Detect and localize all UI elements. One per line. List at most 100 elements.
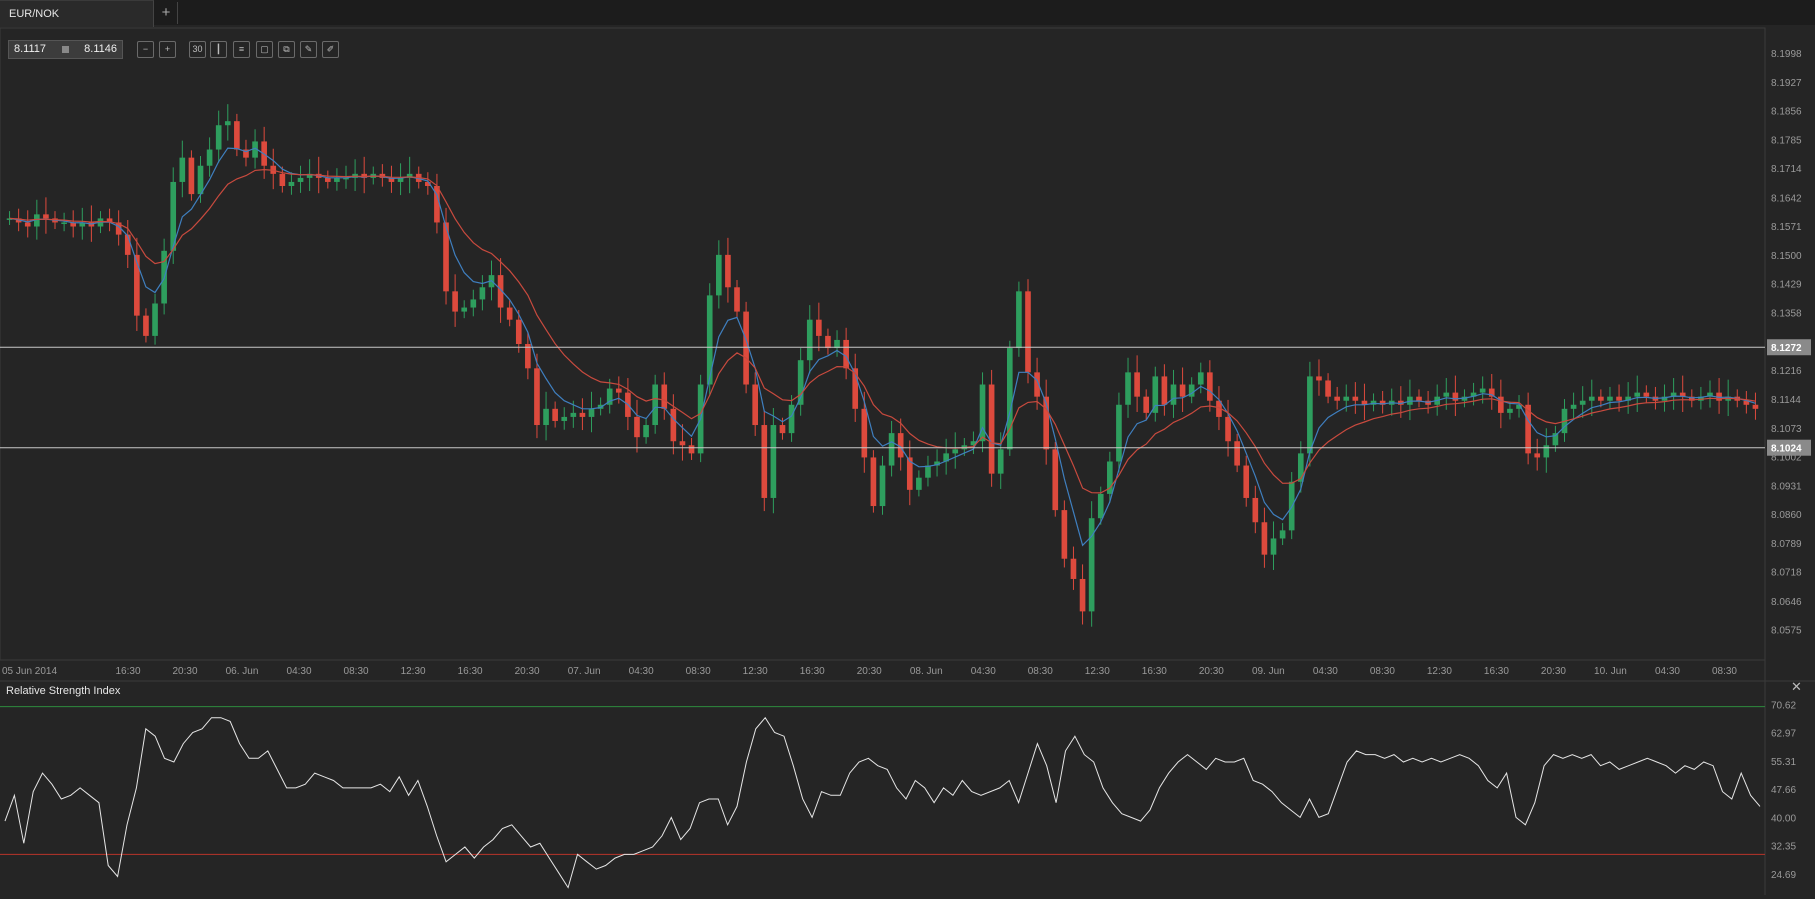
candle-body [506,307,513,320]
x-tick-label: 20:30 [1541,666,1566,677]
quote-box: 8.1117 8.1146 [8,40,123,59]
candle-body [661,384,668,409]
candle-body [434,186,440,223]
candle-body [997,449,1004,474]
x-tick-label: 04:30 [629,666,654,677]
y-tick-label: 8.1073 [1771,424,1802,435]
candle-body [234,121,240,150]
indicators-icon[interactable]: ≡ [233,41,250,58]
candle-body [1416,396,1422,401]
x-tick-label: 12:30 [1085,666,1110,677]
candle-body [1352,396,1359,401]
candle-body [106,218,113,223]
candle-body [1161,376,1168,405]
rsi-line [4,716,1761,889]
candle-body [1579,400,1586,405]
candle-body [243,149,249,158]
candle-body [1125,372,1131,405]
zoom-out-icon[interactable]: − [137,41,154,58]
zoom-in-icon[interactable]: + [159,41,176,58]
candle-body [6,218,13,220]
candle-body [725,254,731,288]
candle-body [716,254,722,296]
candle-body [1752,404,1759,409]
x-tick-label: 16:30 [1142,666,1167,677]
y-tick-label: 8.1927 [1771,78,1802,89]
candle-body [1661,396,1668,401]
candle-body [334,177,340,182]
y-tick-label: 8.1216 [1771,366,1802,377]
candle-body [861,408,868,458]
candle-body [734,287,740,312]
candle-body [1252,497,1259,523]
candle-body [816,319,822,336]
rsi-y-tick-label: 47.66 [1771,785,1796,796]
candle-body [916,477,922,490]
candle-body [797,360,804,405]
candle-body [343,177,349,180]
candle-body [324,177,331,182]
candle-body [1025,291,1031,373]
candle-body [406,173,413,178]
candle-body [579,412,586,417]
candle-body [706,295,713,385]
draw-icon[interactable]: ✎ [300,41,317,58]
candle-body [1498,396,1504,413]
candle-body [1716,392,1722,401]
candle-body [425,181,431,186]
candle-body [1607,396,1613,401]
y-tick-label: 8.1714 [1771,164,1802,175]
candle-body [1116,404,1122,462]
rsi-title: Relative Strength Index [6,685,121,697]
pen-icon[interactable]: ✐ [322,41,339,58]
candle-body [788,404,795,434]
x-tick-label: 04:30 [1655,666,1680,677]
x-tick-label: 08:30 [344,666,369,677]
candle-body [215,125,222,150]
y-tick-label: 8.1144 [1771,395,1801,406]
candle-body [1297,453,1304,482]
candle-body [934,461,940,466]
candle-body [143,315,149,336]
price-line-label-bg [1767,339,1811,356]
clone-icon[interactable]: ⧉ [278,41,295,58]
time-axis: 05 Jun 2014 16:30 20:30 06. Jun 04:30 08:30 12… [2,666,1737,677]
candle-body [1452,392,1459,401]
candle-body [152,303,158,336]
y-tick-label: 8.1429 [1771,280,1802,291]
y-tick-label: 8.0575 [1771,626,1802,637]
candle-body [752,384,759,426]
candle-body [297,177,304,182]
candle-body [770,425,777,498]
candle-body [170,181,177,251]
timeframe-30-icon[interactable]: 30 [189,41,206,58]
x-tick-label: 08:30 [1712,666,1737,677]
candle-body [1197,372,1204,385]
x-tick-label: 20:30 [173,666,198,677]
rsi-y-tick-label: 70.62 [1771,700,1796,711]
scale-icon[interactable]: ▢ [256,41,273,58]
close-icon[interactable]: ✕ [1791,679,1802,694]
chart-type-icon[interactable]: ┃ [210,41,227,58]
price-line-label: 8.1024 [1771,444,1802,455]
candle-body [1670,392,1677,397]
x-tick-label: 07. Jun [568,666,601,677]
y-tick-label: 8.1998 [1771,49,1802,60]
y-tick-label: 8.1500 [1771,251,1802,262]
candle-body [1170,384,1177,405]
candle-body [1570,404,1577,409]
candle-body [606,388,613,405]
rsi-y-tick-label: 40.00 [1771,813,1796,824]
candle-body [1143,396,1150,413]
candle-body [688,445,695,454]
candle-body [879,465,886,507]
x-tick-label: 08:30 [1370,666,1395,677]
x-tick-label: 08:30 [686,666,711,677]
tab-eurnok[interactable]: EUR/NOK [0,0,154,27]
add-tab-icon[interactable]: + [155,2,178,24]
x-tick-label: 08:30 [1028,666,1053,677]
candle-body [1588,396,1595,401]
candle-body [1061,510,1068,559]
candle-body [1261,522,1268,555]
